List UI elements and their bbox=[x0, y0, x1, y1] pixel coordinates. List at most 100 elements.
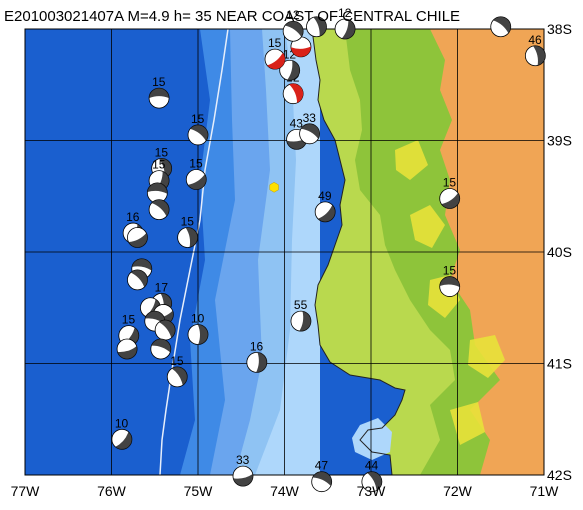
mechanism-depth-label: 15 bbox=[122, 313, 136, 327]
mechanism-depth-label: 17 bbox=[155, 280, 169, 294]
beachball-compressional-quadrant bbox=[493, 16, 511, 34]
beachball-compressional-quadrant bbox=[190, 124, 208, 141]
lat-label: 39S bbox=[547, 133, 572, 149]
beachball-compressional-quadrant bbox=[441, 192, 460, 209]
focal-mechanism: 15 bbox=[264, 36, 286, 70]
focal-mechanism: 46 bbox=[524, 33, 546, 67]
figure-title: E201003021407A M=4.9 h= 35 NEAR COAST OF… bbox=[4, 8, 460, 25]
focal-mechanism: 15 bbox=[439, 175, 461, 209]
focal-mechanism bbox=[154, 319, 176, 341]
beachball-compressional-quadrant bbox=[185, 227, 198, 248]
latitude-tick-labels: 38S 39S 40S 41S 42S bbox=[547, 21, 572, 483]
focal-mechanism: 10 bbox=[187, 312, 209, 345]
focal-mechanism bbox=[127, 227, 148, 248]
lat-label: 41S bbox=[547, 356, 572, 372]
focal-mechanism bbox=[146, 182, 168, 204]
focal-mechanism: 15 bbox=[439, 264, 461, 297]
beachball-compressional-quadrant bbox=[367, 471, 382, 491]
beachball-compressional-quadrant bbox=[313, 16, 327, 37]
mechanism-depth-label: 16 bbox=[250, 339, 264, 353]
focal-mechanism: 15 bbox=[185, 157, 207, 190]
focal-mechanism bbox=[306, 16, 327, 38]
beachball-compressional-quadrant bbox=[267, 52, 285, 70]
beachball-compressional-quadrant bbox=[145, 311, 165, 324]
focal-mechanism: 15 bbox=[166, 354, 188, 388]
focal-mechanism: 33 bbox=[299, 111, 320, 145]
focal-mechanism: 16 bbox=[246, 339, 268, 373]
focal-mechanism bbox=[490, 16, 512, 38]
peak-patch-1 bbox=[410, 205, 445, 248]
mechanism-depth-label: 55 bbox=[294, 298, 308, 312]
beachball-compressional-quadrant bbox=[158, 158, 172, 178]
focal-mechanism bbox=[127, 269, 148, 291]
mechanism-depth-label: 15 bbox=[152, 75, 166, 89]
event-epicenter-marker bbox=[269, 182, 279, 193]
beachball-compressional-quadrant bbox=[341, 19, 356, 40]
mechanism-depth-label: 15 bbox=[155, 145, 169, 159]
focal-mechanism: 44 bbox=[361, 459, 383, 493]
beachball-compressional-quadrant bbox=[289, 83, 304, 103]
beachball-compressional-quadrant bbox=[149, 88, 170, 99]
beachball-compressional-quadrant bbox=[131, 258, 152, 271]
lon-label: 75W bbox=[184, 483, 214, 499]
beachball-compressional-quadrant bbox=[151, 339, 171, 353]
trench-line bbox=[159, 29, 229, 475]
beachball-compressional-quadrant bbox=[187, 174, 207, 190]
beachball-compressional-quadrant bbox=[287, 60, 300, 81]
beachball-compressional-quadrant bbox=[233, 474, 253, 487]
focal-mechanism: 55 bbox=[290, 298, 312, 332]
focal-mechanism bbox=[116, 338, 138, 360]
beachball-compressional-quadrant bbox=[158, 320, 176, 338]
beachball-compressional-quadrant bbox=[130, 269, 148, 288]
focal-mechanism: 12 bbox=[282, 8, 304, 42]
mechanism-depth-label: 15 bbox=[189, 157, 203, 171]
lat-label: 38S bbox=[547, 21, 572, 37]
coastline bbox=[311, 29, 406, 475]
lon-label: 74W bbox=[270, 483, 300, 499]
focal-mechanism: 15 bbox=[177, 215, 199, 248]
lon-label: 72W bbox=[443, 483, 473, 499]
mechanism-depth-label: 49 bbox=[318, 189, 332, 203]
beachball-compressional-quadrant bbox=[299, 311, 311, 332]
peak-patch-4 bbox=[395, 140, 428, 180]
focal-mechanism: 15 bbox=[187, 112, 209, 146]
mechanism-depth-label: 15 bbox=[152, 158, 166, 172]
mechanism-depth-label: 10 bbox=[115, 416, 129, 430]
mechanism-depth-label: 15 bbox=[181, 215, 195, 229]
beachball-compressional-quadrant bbox=[256, 352, 267, 373]
mechanism-depth-label: 16 bbox=[126, 210, 140, 224]
focal-mechanism bbox=[148, 199, 170, 221]
focal-mechanism: 15 bbox=[148, 75, 170, 109]
beachball-compressional-quadrant bbox=[128, 232, 148, 248]
focal-mechanism bbox=[290, 36, 312, 58]
beachball-compressional-quadrant bbox=[117, 346, 138, 359]
beachball-compressional-quadrant bbox=[533, 45, 546, 66]
lon-label: 77W bbox=[11, 483, 41, 499]
lat-label: 40S bbox=[547, 244, 572, 260]
focal-mechanism: 49 bbox=[314, 189, 336, 223]
mechanism-depth-label: 15 bbox=[170, 354, 184, 368]
mechanism-depth-label: 10 bbox=[191, 312, 205, 326]
beachball-compressional-quadrant bbox=[115, 431, 132, 450]
mechanism-depth-label: 15 bbox=[443, 264, 457, 278]
mechanism-depth-label: 43 bbox=[290, 116, 304, 130]
mechanism-depth-label: 12 bbox=[286, 8, 300, 22]
lat-label: 42S bbox=[547, 467, 572, 483]
mechanism-depth-label: 46 bbox=[528, 33, 542, 47]
mechanism-depth-label: 15 bbox=[191, 112, 205, 126]
peak-patch-5 bbox=[450, 402, 485, 445]
mechanism-depth-label: 15 bbox=[268, 36, 282, 50]
mechanism-depth-label: 15 bbox=[443, 175, 457, 189]
focal-mechanism: 10 bbox=[111, 416, 133, 450]
focal-mechanism: 33 bbox=[232, 453, 254, 487]
beachball-compressional-quadrant bbox=[439, 276, 460, 288]
beachball-compressional-quadrant bbox=[171, 366, 188, 386]
peak-patch-3 bbox=[468, 335, 505, 378]
focal-mechanism: 47 bbox=[311, 459, 333, 493]
beachball-compressional-quadrant bbox=[197, 324, 208, 345]
longitude-tick-labels: 77W 76W 75W 74W 73W 72W 71W bbox=[11, 483, 560, 499]
mechanism-depth-label: 33 bbox=[236, 453, 250, 467]
